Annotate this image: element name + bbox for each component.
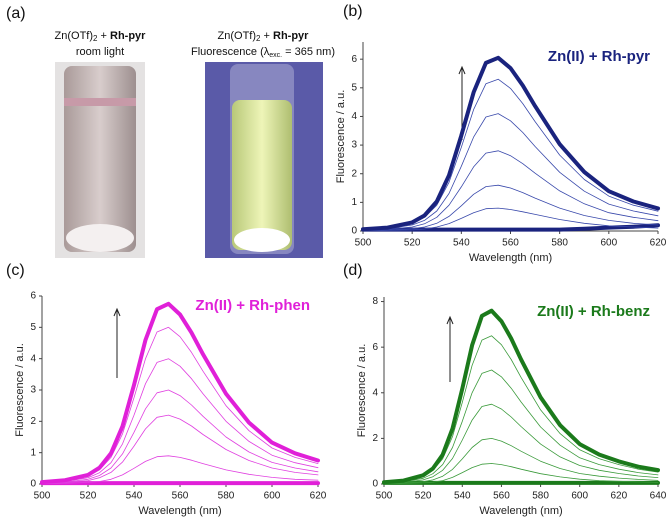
y-tick-label: 3 [351,140,357,151]
caption-line: Zn(OTf)2 + Rh-pyr [218,30,310,43]
x-tick-label: 500 [355,238,372,249]
meniscus [64,98,136,106]
x-tick-label: 580 [218,491,235,502]
caption-line: Zn(OTf)2 + Rh-pyr [55,30,147,43]
liquid [232,100,292,250]
arrow [113,307,121,378]
panel-label: (c) [6,262,25,279]
y-tick-label: 5 [351,82,357,93]
spectrum-line [383,463,659,485]
spectrum-line [41,326,319,483]
x-tick-label: 560 [172,491,189,502]
x-tick-label: 500 [34,491,51,502]
x-tick-label: 620 [611,491,628,502]
x-tick-label: 580 [551,238,568,249]
x-tick-label: 600 [571,491,588,502]
y-axis-label: Fluorescence / a.u. [356,344,368,438]
spectrum-line [362,207,659,232]
x-tick-label: 540 [453,238,470,249]
vial-bottom [234,228,290,252]
y-tick-label: 4 [351,111,357,122]
y-tick-label: 6 [351,54,357,65]
annotation: Zn(II) + Rh-phen [195,297,310,314]
x-tick-label: 640 [650,491,667,502]
x-tick-label: 520 [404,238,421,249]
spectrum-line [362,78,659,230]
spectrum-line [362,113,659,231]
spectrum-line [382,308,660,485]
y-tick-label: 0 [372,479,378,490]
y-tick-label: 2 [372,433,378,444]
panel-label: (d) [343,262,363,279]
x-tick-label: 540 [454,491,471,502]
x-axis-label: Wavelength (nm) [138,505,221,517]
x-axis-label: Wavelength (nm) [479,505,562,517]
x-tick-label: 580 [532,491,549,502]
y-tick-label: 3 [30,385,36,396]
annotation: Zn(II) + Rh-pyr [548,48,650,65]
x-tick-label: 600 [600,238,617,249]
vial-bottom [66,224,134,252]
vial [64,66,136,252]
panel-label: (b) [343,3,363,20]
spectrum-line [362,184,659,231]
spectrum-line [383,369,659,484]
x-tick-label: 520 [80,491,97,502]
arrow [446,315,454,382]
x-tick-label: 620 [650,238,667,249]
x-tick-label: 540 [126,491,143,502]
spectrum-line [41,455,319,485]
y-axis-label: Fluorescence / a.u. [335,90,347,184]
spectrum-line [362,150,659,231]
spectrum-line [361,55,660,232]
y-tick-label: 4 [372,387,378,398]
y-tick-label: 5 [30,322,36,333]
panel-label: (a) [6,5,26,22]
spectrum-line [41,414,319,484]
y-tick-label: 6 [372,342,378,353]
x-tick-label: 520 [415,491,432,502]
spectrum-line [40,301,320,485]
x-tick-label: 600 [264,491,281,502]
y-tick-label: 2 [351,168,357,179]
y-tick-label: 0 [30,479,36,490]
x-tick-label: 560 [493,491,510,502]
y-tick-label: 8 [372,296,378,307]
y-tick-label: 1 [30,447,36,458]
y-tick-label: 1 [351,197,357,208]
spectrum-line [361,223,660,232]
x-axis-label: Wavelength (nm) [469,252,552,264]
spectrum-line [41,389,319,484]
x-tick-label: 620 [310,491,327,502]
caption-line: room light [76,46,124,58]
y-axis-label: Fluorescence / a.u. [14,343,26,437]
spectrum-line [383,403,659,484]
y-tick-label: 2 [30,416,36,427]
y-tick-label: 4 [30,353,36,364]
spectrum-line [41,358,319,484]
spectrum-line [383,438,659,484]
annotation: Zn(II) + Rh-benz [537,303,650,320]
caption-line: Fluorescence (λexc. = 365 nm) [191,46,335,59]
x-tick-label: 560 [502,238,519,249]
y-tick-label: 0 [351,226,357,237]
x-tick-label: 500 [376,491,393,502]
y-tick-label: 6 [30,291,36,302]
